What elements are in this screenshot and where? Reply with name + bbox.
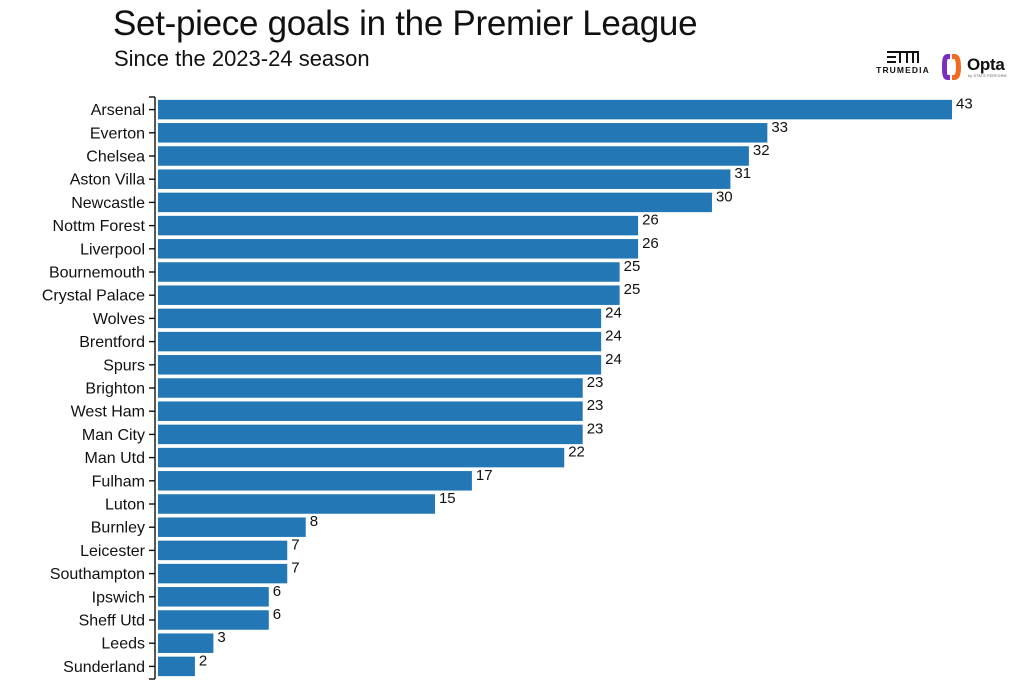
category-label: Brentford bbox=[79, 334, 145, 351]
bar bbox=[158, 215, 639, 236]
trumedia-icon bbox=[887, 51, 919, 63]
value-label: 7 bbox=[291, 536, 299, 553]
opta-tagline: by STATS PERFORM bbox=[968, 74, 1007, 78]
category-label: Arsenal bbox=[91, 102, 145, 119]
bar bbox=[158, 355, 602, 375]
value-label: 23 bbox=[587, 374, 604, 391]
bar bbox=[158, 169, 731, 189]
bar bbox=[158, 563, 288, 584]
value-label: 31 bbox=[734, 165, 751, 182]
value-label: 6 bbox=[273, 583, 281, 600]
category-label: Burnley bbox=[91, 520, 145, 537]
bar bbox=[158, 331, 602, 352]
value-label: 15 bbox=[439, 490, 456, 507]
category-label: Southampton bbox=[50, 566, 145, 583]
bar bbox=[158, 540, 288, 561]
value-label: 33 bbox=[771, 119, 788, 136]
bar bbox=[158, 308, 602, 329]
bar bbox=[158, 146, 749, 166]
bar bbox=[158, 401, 583, 421]
category-label: Fulham bbox=[92, 473, 145, 490]
opta-logo: Opta by STATS PERFORM bbox=[940, 52, 1022, 82]
bar bbox=[158, 633, 214, 653]
category-label: Sheff Utd bbox=[79, 613, 145, 630]
bar bbox=[158, 262, 620, 282]
category-label: Everton bbox=[90, 125, 145, 142]
value-label: 24 bbox=[605, 351, 622, 368]
bar bbox=[158, 587, 269, 607]
category-label: Man Utd bbox=[85, 450, 145, 467]
value-label: 3 bbox=[217, 629, 225, 646]
trumedia-wordmark: TRUMEDIA bbox=[876, 65, 930, 75]
category-label: Liverpool bbox=[80, 241, 145, 258]
category-label: Crystal Palace bbox=[42, 288, 145, 305]
chart-title: Set-piece goals in the Premier League bbox=[113, 4, 698, 43]
category-label: Ipswich bbox=[92, 589, 145, 606]
value-label: 2 bbox=[199, 652, 207, 669]
value-label: 23 bbox=[587, 420, 604, 437]
category-label: Luton bbox=[105, 497, 145, 514]
category-label: Bournemouth bbox=[49, 265, 145, 282]
value-label: 17 bbox=[476, 467, 493, 484]
value-label: 6 bbox=[273, 606, 281, 623]
opta-icon bbox=[942, 54, 961, 80]
value-label: 24 bbox=[605, 328, 622, 345]
category-label: Man City bbox=[82, 427, 145, 444]
value-label: 26 bbox=[642, 235, 659, 252]
bar bbox=[158, 517, 306, 537]
bar bbox=[158, 610, 269, 630]
category-label: Aston Villa bbox=[70, 172, 145, 189]
value-label: 26 bbox=[642, 212, 659, 229]
category-label: Sunderland bbox=[63, 659, 145, 676]
bar bbox=[158, 424, 583, 445]
category-label: Chelsea bbox=[86, 149, 145, 166]
chart-subtitle: Since the 2023-24 season bbox=[114, 46, 370, 71]
value-label: 43 bbox=[956, 96, 973, 113]
source-logos: TRUMEDIA Opta by STATS PERFORM bbox=[872, 50, 1022, 84]
value-label: 30 bbox=[716, 188, 733, 205]
category-label: Spurs bbox=[103, 357, 145, 374]
value-label: 7 bbox=[291, 560, 299, 577]
bar bbox=[158, 99, 952, 120]
trumedia-logo: TRUMEDIA bbox=[872, 50, 934, 84]
bar bbox=[158, 656, 195, 677]
value-label: 25 bbox=[624, 281, 641, 298]
category-label: Leeds bbox=[101, 636, 145, 653]
category-label: Brighton bbox=[85, 381, 145, 398]
bar bbox=[158, 123, 768, 143]
value-label: 32 bbox=[753, 142, 770, 159]
value-label: 24 bbox=[605, 304, 622, 321]
opta-wordmark: Opta bbox=[967, 55, 1005, 74]
bar bbox=[158, 494, 435, 514]
value-label: 22 bbox=[568, 444, 585, 461]
category-label: Nottm Forest bbox=[53, 218, 146, 235]
bar bbox=[158, 378, 583, 398]
bar bbox=[158, 239, 639, 259]
category-label: Newcastle bbox=[71, 195, 145, 212]
category-label: Wolves bbox=[93, 311, 145, 328]
bar bbox=[158, 447, 565, 468]
bar bbox=[158, 192, 712, 213]
bar bbox=[158, 285, 620, 305]
value-label: 8 bbox=[310, 513, 318, 530]
value-label: 25 bbox=[624, 258, 641, 275]
value-label: 23 bbox=[587, 397, 604, 414]
category-label: Leicester bbox=[80, 543, 146, 560]
bar bbox=[158, 471, 472, 491]
category-label: West Ham bbox=[71, 404, 145, 421]
